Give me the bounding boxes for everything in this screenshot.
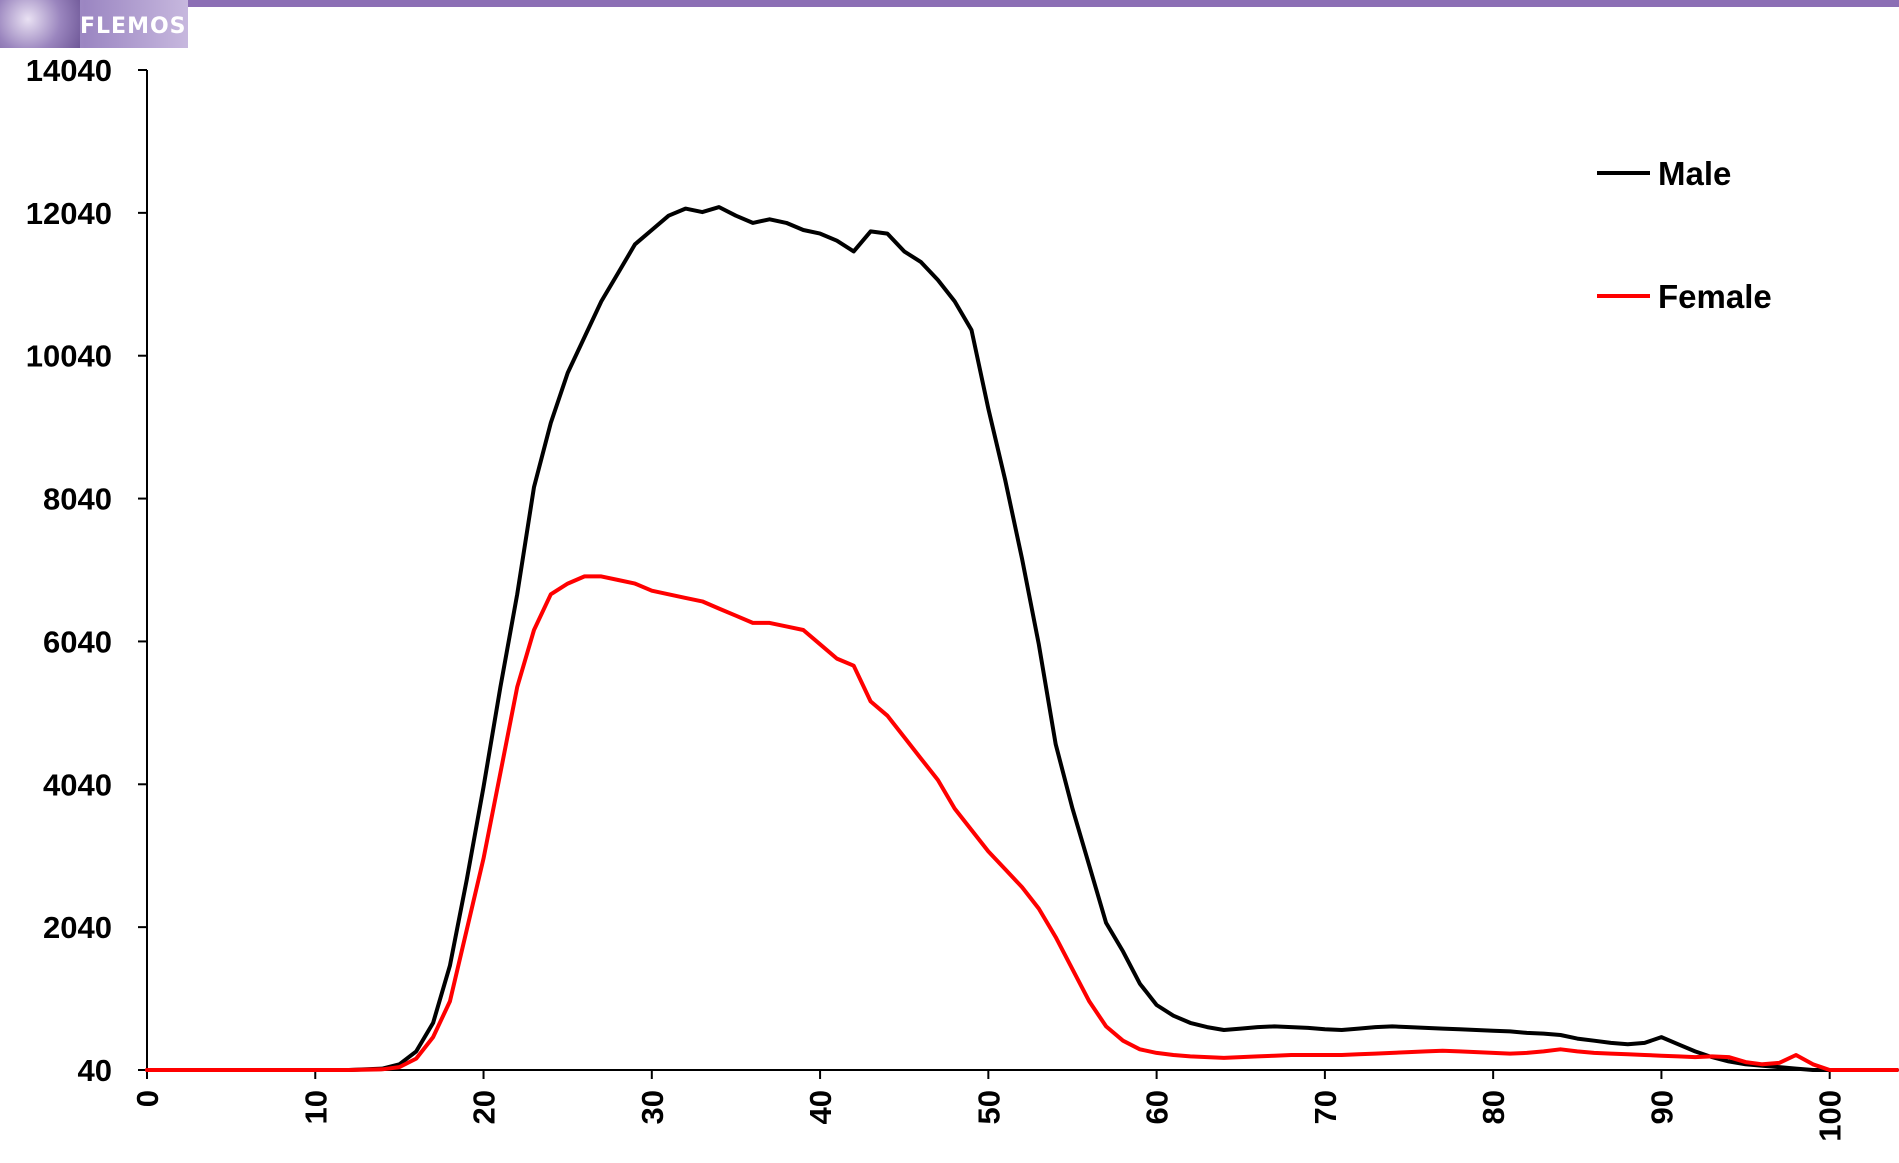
x-tick-label: 0	[130, 1090, 165, 1107]
x-tick-label: 50	[971, 1090, 1006, 1124]
y-axis-ticks: 40 2040 4040 6040 8040 10040 12040 14040	[26, 53, 147, 1088]
x-tick-label: 30	[635, 1090, 670, 1124]
x-tick-label: 70	[1308, 1090, 1343, 1124]
y-tick-label: 4040	[43, 767, 112, 802]
y-tick-label: 6040	[43, 624, 112, 659]
y-tick-label: 40	[78, 1053, 112, 1088]
y-tick-label: 2040	[43, 910, 112, 945]
y-tick-label: 8040	[43, 482, 112, 517]
series-line-male	[145, 205, 1899, 1072]
x-tick-label: 20	[467, 1090, 502, 1124]
x-tick-label: 40	[803, 1090, 838, 1124]
series-line-female	[145, 574, 1899, 1072]
logo-emblem-icon	[0, 0, 80, 48]
y-tick-label: 14040	[26, 53, 112, 88]
brand-logo: FLEMOSI	[0, 0, 188, 48]
chart-legend: Male Female	[1597, 155, 1772, 315]
x-tick-label: 100	[1813, 1090, 1848, 1142]
x-tick-label: 80	[1476, 1090, 1511, 1124]
legend-label-female: Female	[1658, 278, 1772, 315]
chart-axes	[146, 70, 1897, 1071]
y-tick-label: 10040	[26, 339, 112, 374]
x-tick-label: 90	[1644, 1090, 1679, 1124]
header-bar	[0, 0, 1899, 7]
x-tick-label: 10	[298, 1090, 333, 1124]
logo-text: FLEMOSI	[80, 14, 188, 39]
y-tick-label: 12040	[26, 196, 112, 231]
x-axis-ticks: 0 10 20 30 40 50 60 70 80 90 100	[130, 1070, 1848, 1142]
legend-label-male: Male	[1658, 155, 1731, 192]
x-tick-label: 60	[1140, 1090, 1175, 1124]
series-lines	[145, 205, 1899, 1072]
